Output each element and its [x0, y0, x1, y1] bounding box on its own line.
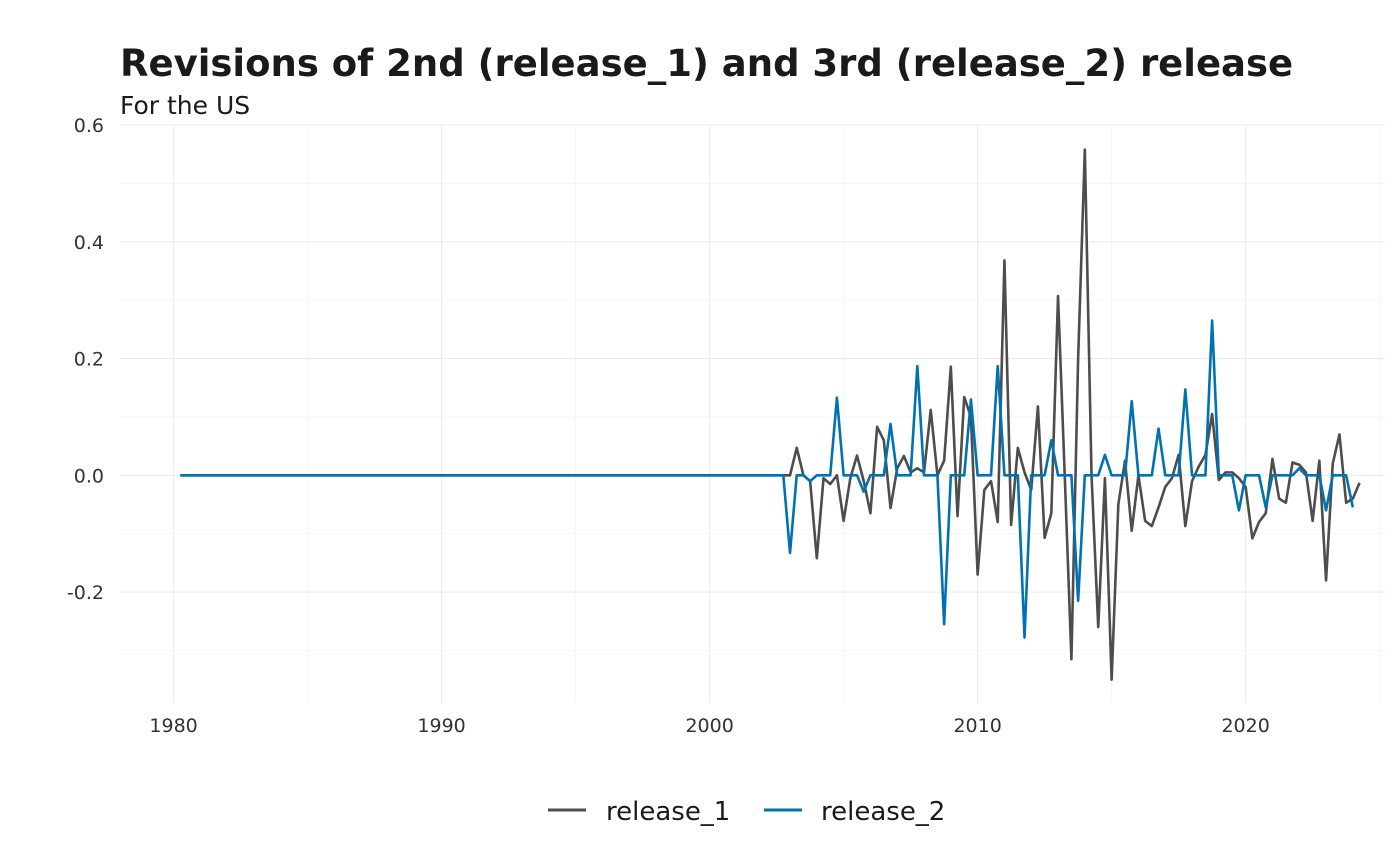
x-tick-label: 2000: [685, 715, 733, 737]
y-axis: -0.2 0.0 0.2 0.4 0.6: [67, 115, 104, 604]
y-tick-label: 0.4: [74, 232, 104, 254]
x-tick-label: 2020: [1221, 715, 1269, 737]
legend-label-release-2: release_2: [821, 797, 945, 827]
y-tick-label: 0.0: [74, 465, 104, 487]
x-axis: 1980 1990 2000 2010 2020: [149, 715, 1269, 737]
y-tick-label: 0.6: [74, 115, 104, 137]
series-lines: [180, 148, 1361, 681]
y-tick-label: 0.2: [74, 349, 104, 371]
gridlines: [120, 124, 1385, 703]
x-tick-label: 1990: [417, 715, 465, 737]
x-tick-label: 1980: [149, 715, 197, 737]
chart-title: Revisions of 2nd (release_1) and 3rd (re…: [120, 42, 1293, 85]
legend-label-release-1: release_1: [606, 797, 730, 827]
series-line-release-2: [180, 319, 1355, 639]
series-line-release-1: [180, 148, 1361, 681]
y-tick-label: -0.2: [67, 582, 104, 604]
x-tick-label: 2010: [953, 715, 1001, 737]
legend: release_1 release_2: [548, 797, 945, 827]
plot-area: [120, 124, 1385, 703]
chart-subtitle: For the US: [120, 91, 250, 120]
